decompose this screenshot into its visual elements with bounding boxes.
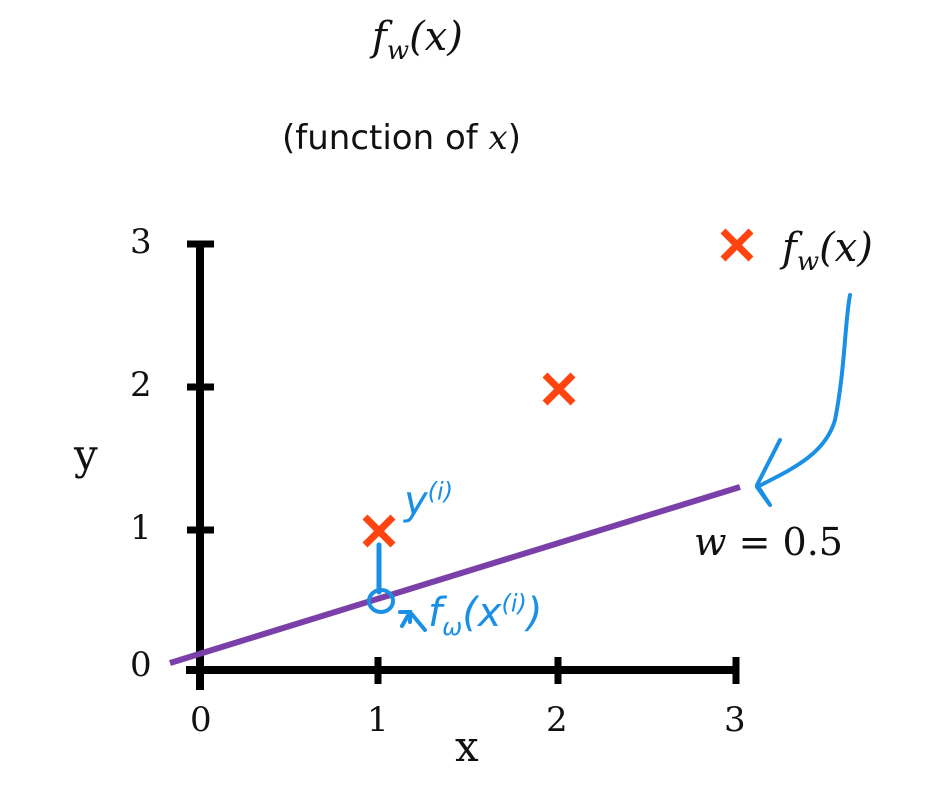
x-axis-label: x (455, 722, 479, 771)
y-tick-label-3: 3 (130, 222, 152, 262)
prediction-circle-icon (367, 588, 395, 614)
title-f: f (372, 14, 387, 60)
line-label-sub: w (796, 247, 820, 277)
f-x-i-annotation: fω(x(i)) (428, 590, 543, 641)
chart-subtitle: (function of x) (282, 118, 521, 158)
y-tick-label-0: 0 (130, 645, 152, 685)
line-label: fw(x) (782, 225, 873, 277)
data-point-1 (362, 514, 396, 548)
w-eq: = 0.5 (726, 520, 843, 564)
curved-arrow-icon (755, 293, 852, 489)
f-x-i-text: fω(x(i)) (428, 590, 543, 642)
arrow-head-icon (755, 438, 782, 507)
data-point-3 (720, 228, 754, 262)
w-value-label: w = 0.5 (694, 520, 843, 564)
subtitle-prefix: (function of (282, 118, 489, 158)
regression-line (169, 484, 741, 666)
x-tick-label-2: 2 (546, 700, 568, 740)
x-tick-label-0: 0 (190, 700, 212, 740)
title-sub-w: w (386, 36, 410, 66)
line-label-arg: (x) (819, 225, 873, 271)
arrow-to-prediction-icon (398, 610, 427, 632)
chart-title: fw(x) (372, 14, 463, 66)
y-tick-label-1: 1 (130, 508, 152, 548)
w-var: w (694, 520, 727, 564)
y-i-text: y(i) (404, 478, 454, 525)
y-i-annotation: y(i) (404, 478, 453, 524)
line-label-f: f (782, 225, 797, 271)
y-axis-label: y (74, 430, 98, 479)
subtitle-var: x (488, 118, 508, 158)
data-point-2 (542, 372, 576, 406)
title-arg: (x) (409, 14, 463, 60)
x-tick-label-1: 1 (367, 700, 389, 740)
y-tick-label-2: 2 (130, 365, 152, 405)
x-tick-label-3: 3 (724, 700, 746, 740)
subtitle-suffix: ) (507, 118, 521, 158)
